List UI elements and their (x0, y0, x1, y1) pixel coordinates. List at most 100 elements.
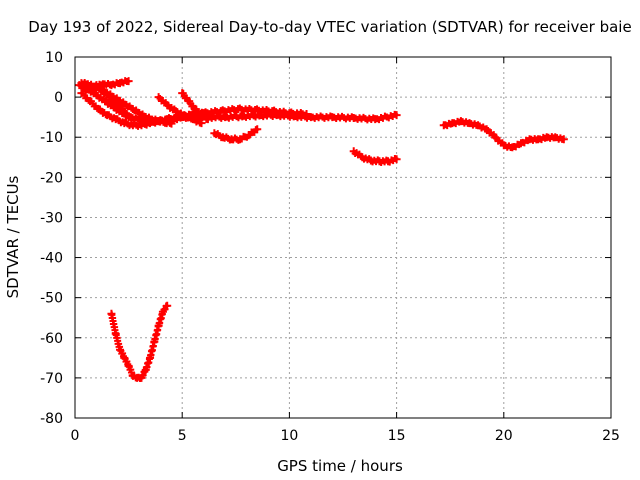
data-point (148, 356, 152, 360)
data-point (253, 108, 257, 112)
data-point (127, 364, 131, 368)
data-point (553, 135, 557, 139)
y-axis-label: SDTVAR / TECUs (4, 175, 22, 298)
x-tick-label: 20 (495, 428, 513, 444)
series-track-b (77, 89, 311, 130)
data-point (309, 115, 313, 119)
data-point (476, 123, 480, 127)
data-point (124, 103, 128, 107)
data-point (174, 109, 178, 113)
x-tick-label: 0 (71, 428, 80, 444)
data-point (127, 79, 131, 83)
data-point (135, 376, 139, 380)
data-point (221, 135, 225, 139)
data-point (157, 324, 161, 328)
data-point (150, 118, 154, 122)
data-point (122, 356, 126, 360)
data-point (330, 115, 334, 119)
y-tick-label: 10 (45, 50, 63, 66)
data-point (450, 121, 454, 125)
data-point (163, 121, 167, 125)
data-point (144, 115, 148, 119)
data-point (545, 135, 549, 139)
data-point (459, 119, 463, 123)
data-point (105, 113, 109, 117)
data-point (287, 111, 291, 115)
data-point (101, 89, 105, 93)
data-point (206, 117, 210, 121)
data-point (247, 133, 251, 137)
y-tick-label: -70 (40, 371, 63, 387)
data-point (94, 83, 98, 87)
data-point (157, 119, 161, 123)
x-tick-label: 15 (388, 428, 406, 444)
x-axis-label: GPS time / hours (277, 457, 403, 475)
data-point (101, 82, 105, 86)
data-point (467, 121, 471, 125)
series-track-h (210, 125, 262, 144)
data-point (519, 141, 523, 145)
data-point (502, 143, 506, 147)
y-tick-label: 0 (54, 90, 63, 106)
data-point (127, 115, 131, 119)
series-track-g (178, 89, 212, 124)
data-point (442, 123, 446, 127)
data-point (305, 112, 309, 116)
data-point (97, 107, 101, 111)
data-point (137, 117, 141, 121)
data-point (240, 114, 244, 118)
grid-lines (75, 57, 611, 418)
data-point (230, 137, 234, 141)
data-point (79, 91, 83, 95)
data-point (212, 131, 216, 135)
data-point (152, 340, 156, 344)
data-marks (349, 147, 401, 166)
series-track-i (107, 301, 172, 382)
y-tick-label: -80 (40, 411, 63, 427)
series-track-d (81, 77, 133, 96)
data-point (114, 332, 118, 336)
x-tick-label: 25 (602, 428, 620, 444)
plot-frame (74, 56, 612, 419)
data-point (118, 81, 122, 85)
data-point (139, 123, 143, 127)
data-point (144, 368, 148, 372)
data-point (180, 91, 184, 95)
data-point (193, 107, 197, 111)
axis-ticks: 0 5 10 15 20 25 -80 -70 -60 -50 -40 -30 -20 -10 0 10 (40, 50, 620, 444)
data-point (114, 101, 118, 105)
data-point (386, 159, 390, 163)
x-tick-label: 10 (280, 428, 298, 444)
series-track-k (439, 117, 568, 152)
data-point (103, 99, 107, 103)
y-tick-label: -40 (40, 251, 63, 267)
data-point (120, 107, 124, 111)
series-track-f (154, 93, 206, 128)
series-track-e (92, 81, 133, 122)
x-tick-label: 5 (178, 428, 187, 444)
data-point (191, 117, 195, 121)
data-point (107, 95, 111, 99)
data-point (395, 157, 399, 161)
data-point (238, 137, 242, 141)
data-point (536, 137, 540, 141)
data-series (75, 77, 568, 382)
data-point (109, 312, 113, 316)
data-point (352, 149, 356, 153)
data-point (131, 107, 135, 111)
data-point (528, 137, 532, 141)
data-point (157, 95, 161, 99)
data-point (131, 374, 135, 378)
data-point (219, 109, 223, 113)
data-point (377, 159, 381, 163)
data-point (139, 376, 143, 380)
data-point (395, 113, 399, 117)
data-point (510, 145, 514, 149)
data-marks (107, 301, 172, 382)
data-point (485, 127, 489, 131)
data-point (84, 89, 88, 93)
data-point (86, 82, 90, 86)
data-point (255, 127, 259, 131)
data-point (360, 155, 364, 159)
data-point (199, 121, 203, 125)
